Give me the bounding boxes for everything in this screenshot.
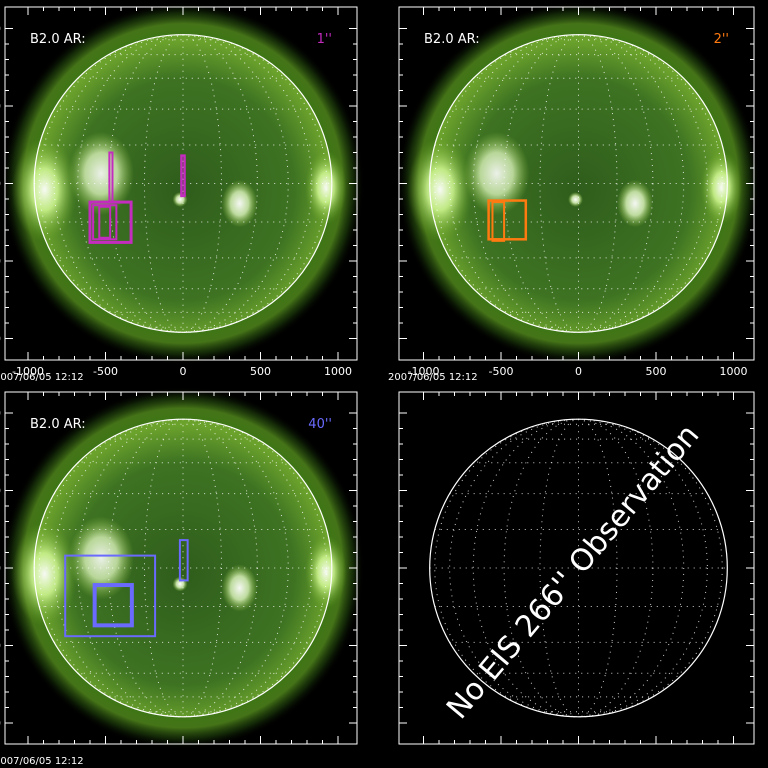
x-tick-label: -1000 xyxy=(12,365,44,378)
active-region xyxy=(221,179,258,228)
x-tick-label: 500 xyxy=(250,365,271,378)
limb-bright-region xyxy=(305,534,347,610)
x-tick-label: -500 xyxy=(93,365,118,378)
no-observation-message: No EIS 266'' Observation xyxy=(440,418,706,726)
x-tick-label: -500 xyxy=(489,365,514,378)
active-region xyxy=(463,131,530,216)
eis-raster-box xyxy=(98,205,112,239)
panel-3: 1000 500 0 -500 -1000 B2.0 AR: 40'' 2007/06/05 … xyxy=(0,386,365,767)
active-region xyxy=(68,516,134,600)
resolution-tag: 40'' xyxy=(308,417,332,432)
y-tick-label: 500 xyxy=(0,100,1,113)
lat-lon-grid xyxy=(34,34,332,333)
limb-bright-region xyxy=(700,150,743,225)
panel-2: -1000 -500 0 500 1000 B2.0 AR: 2'' 2007/06/05 1… xyxy=(388,1,761,383)
active-region xyxy=(568,192,583,207)
limb-bright-region xyxy=(407,137,473,242)
resolution-tag: 2'' xyxy=(714,32,729,47)
eis-raster-box xyxy=(64,554,157,638)
x-tick-label: 0 xyxy=(180,365,187,378)
x-tick-label: 1000 xyxy=(720,365,748,378)
active-region xyxy=(221,564,258,612)
eis-raster-box xyxy=(108,151,114,204)
x-tick-label: -1000 xyxy=(408,365,440,378)
limb-bright-region xyxy=(305,150,347,225)
eis-raster-box xyxy=(178,539,189,582)
y-tick-label: -500 xyxy=(0,255,1,268)
x-tick-label: 0 xyxy=(575,365,582,378)
limb-bright-region xyxy=(11,137,78,242)
panel-label: B2.0 AR: xyxy=(424,32,480,47)
panel-label: B2.0 AR: xyxy=(30,32,86,47)
limb-bright-region xyxy=(11,521,78,627)
panel-1: -1000 -500 0 500 1000 1000 500 0 -500 -1000 B2.0 A… xyxy=(0,1,365,383)
y-tick-label: -1000 xyxy=(0,717,1,730)
panel-4: No EIS 266'' Observation xyxy=(398,391,755,745)
active-region xyxy=(68,131,134,216)
eis-raster-box xyxy=(487,199,528,241)
panel-label: B2.0 AR: xyxy=(30,417,86,432)
active-region xyxy=(617,179,653,228)
observation-date: 2007/06/05 12:12 xyxy=(0,372,84,383)
y-tick-label: -1000 xyxy=(0,333,1,346)
lat-lon-grid xyxy=(34,418,332,718)
lat-lon-grid xyxy=(429,418,728,718)
x-tick-label: 500 xyxy=(646,365,667,378)
y-tick-label: 1000 xyxy=(0,407,1,420)
y-tick-label: -500 xyxy=(0,640,1,653)
y-tick-label: 0 xyxy=(0,562,1,575)
eis-raster-box xyxy=(92,583,134,628)
observation-date: 2007/06/05 12:12 xyxy=(388,372,478,383)
y-tick-label: 1000 xyxy=(0,23,1,36)
observation-date: 2007/06/05 12:12 xyxy=(0,756,84,767)
y-tick-label: 500 xyxy=(0,485,1,498)
eis-raster-box xyxy=(180,154,186,198)
lat-lon-grid xyxy=(429,34,728,333)
x-tick-label: 1000 xyxy=(324,365,352,378)
eis-raster-box xyxy=(491,201,506,242)
resolution-tag: 1'' xyxy=(317,32,332,47)
eis-raster-box xyxy=(92,204,118,241)
y-tick-label: 0 xyxy=(0,178,1,191)
